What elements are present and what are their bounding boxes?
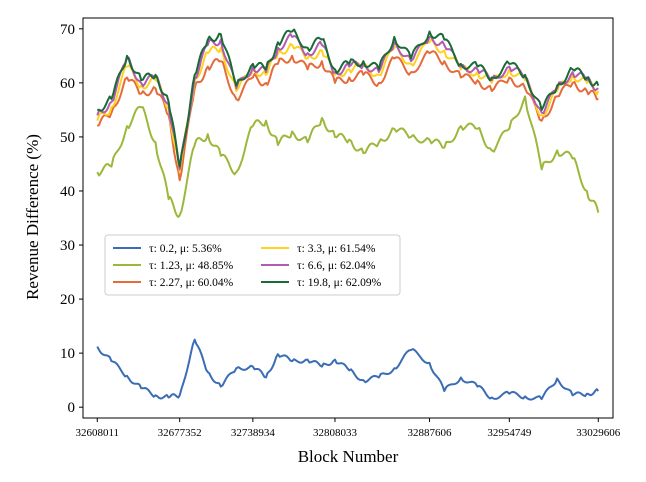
y-axis-title: Revenue Difference (%) <box>23 134 42 300</box>
x-tick-label: 32954749 <box>487 427 532 439</box>
x-tick-label: 32887606 <box>408 427 453 439</box>
series-line-0 <box>96 338 600 401</box>
legend-label: τ: 2.27, μ: 60.04% <box>149 277 234 289</box>
x-axis-title: Block Number <box>298 447 399 466</box>
x-tick-label: 32608011 <box>75 427 119 439</box>
series-line-3 <box>96 38 600 174</box>
x-tick-label: 32808033 <box>313 427 358 439</box>
y-tick-label: 50 <box>60 130 75 146</box>
y-tick-label: 0 <box>68 400 76 416</box>
y-tick-label: 40 <box>60 184 75 200</box>
legend-label: τ: 6.6, μ: 62.04% <box>297 260 376 272</box>
series-line-5 <box>97 28 600 168</box>
y-tick-label: 60 <box>60 76 75 92</box>
plot-area <box>82 17 614 419</box>
legend-label: τ: 1.23, μ: 48.85% <box>149 260 234 272</box>
series-line-1 <box>96 95 600 218</box>
y-tick-label: 20 <box>60 292 75 308</box>
y-tick-label: 30 <box>60 238 75 254</box>
x-tick-label: 32677352 <box>158 427 202 439</box>
y-tick-label: 10 <box>60 346 75 362</box>
series-line-2 <box>96 50 599 182</box>
x-tick-label: 32738934 <box>231 427 276 439</box>
y-tick-label: 70 <box>60 22 75 38</box>
legend-label: τ: 19.8, μ: 62.09% <box>297 277 382 289</box>
x-tick-label: 33029606 <box>576 427 621 439</box>
legend <box>104 234 401 296</box>
legend-label: τ: 3.3, μ: 61.54% <box>297 243 376 255</box>
legend-label: τ: 0.2, μ: 5.36% <box>149 243 222 255</box>
